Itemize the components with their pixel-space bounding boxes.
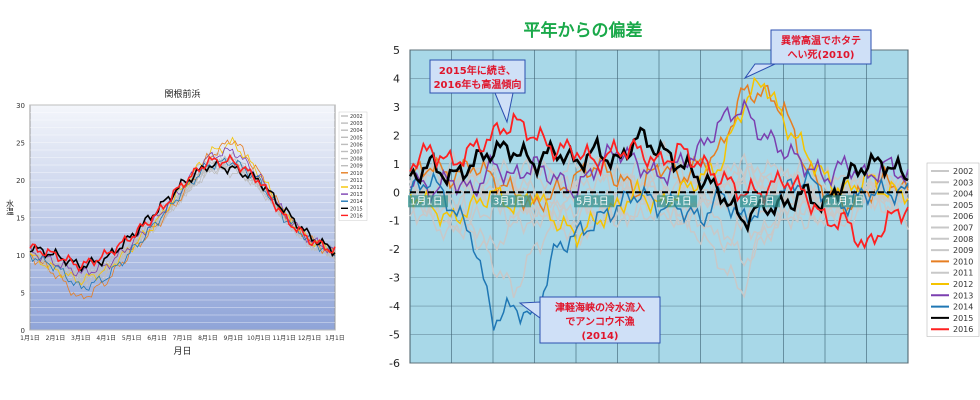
right-xtick-badge [657, 195, 697, 208]
annotation-2016-trend-line: 2015年に続き、 [439, 64, 516, 77]
right-xtick-label: 1月1日 [410, 195, 443, 207]
right-legend-label-2016: 2016 [953, 325, 973, 334]
annotation-hotate-2010-tail [743, 63, 776, 80]
left-chart: 0 5 10 15 20 25 30 1月1日 2月1日 3月1日 4月1日 5月1日 6月1日 7月1日… [6, 88, 368, 357]
annotation-hotate-2010-line: へい死(2010) [788, 49, 855, 61]
left-legend-label-2009: 2009 [350, 164, 363, 170]
right-ytick-label: 1 [393, 158, 400, 171]
right-xtick-label: 3月1日 [493, 195, 526, 207]
right-chart-title: 平年からの偏差 [524, 20, 643, 41]
right-legend-label-2015: 2015 [953, 314, 973, 323]
annotation-hotate-2010-box [770, 29, 872, 65]
left-xtick-label: 6月1日 [147, 335, 167, 342]
left-xtick-label: 2月1日 [46, 335, 66, 342]
annotation-ankou-2014-box [539, 296, 661, 344]
left-series-line-2015 [29, 158, 336, 273]
left-series-line-2016 [29, 153, 336, 273]
left-ytick-label: 10 [16, 252, 25, 260]
left-legend-label-2011: 2011 [350, 178, 363, 184]
left-xtick-label: 5月1日 [122, 335, 142, 342]
left-xtick-label: 1月1日 [20, 335, 40, 342]
right-legend-label-2006: 2006 [953, 212, 973, 221]
right-ytick-label: 0 [393, 186, 400, 199]
left-xtick-label: 9月1日 [224, 335, 244, 342]
right-xtick-label: 9月1日 [742, 195, 775, 207]
annotation-hotate-2010-line: 異常高温でホタテ [781, 34, 861, 47]
left-xtick-label: 4月1日 [96, 335, 116, 342]
right-legend-label-2007: 2007 [953, 224, 973, 233]
left-legend-label-2006: 2006 [350, 142, 363, 148]
left-ytick-label: 20 [16, 177, 25, 185]
left-xtick-label: 1月1日 [325, 335, 345, 342]
left-xtick-label: 12月1日 [298, 335, 321, 342]
right-legend-label-2003: 2003 [953, 178, 973, 187]
right-legend-label-2004: 2004 [953, 190, 973, 199]
left-xtick-label: 3月1日 [71, 335, 91, 342]
right-ytick-label: 4 [393, 72, 400, 85]
right-ytick-label: 3 [393, 101, 400, 114]
right-xtick-badge [740, 195, 780, 208]
left-legend-label-2013: 2013 [350, 192, 363, 198]
left-legend-label-2003: 2003 [350, 121, 363, 127]
annotation-2016-trend-line: 2016年も高温傾向 [434, 78, 522, 91]
left-series-line-2014 [29, 157, 336, 291]
right-legend-label-2010: 2010 [953, 257, 973, 266]
right-ytick-label: 2 [393, 129, 400, 142]
right-xtick-badge [823, 195, 863, 208]
right-legend-label-2008: 2008 [953, 235, 973, 244]
right-xtick-badge [491, 195, 531, 208]
left-legend-label-2007: 2007 [350, 150, 363, 156]
left-xtick-label: 7月1日 [173, 335, 193, 342]
right-chart: 5 4 3 2 1 0 -1 -2 -3 -4 -5 -6 1月1日 3月1日 5月1日 7月1日 9月1日 11… [389, 20, 980, 370]
right-series-line-2013 [409, 98, 909, 206]
right-xtick-label: 7月1日 [659, 195, 692, 207]
right-series-line-2016 [409, 111, 909, 250]
right-ytick-label: -6 [389, 357, 400, 370]
right-ytick-label: -2 [389, 243, 400, 256]
right-ytick-label: 5 [393, 44, 400, 57]
left-xtick-label: 11月1日 [272, 335, 295, 342]
right-ytick-label: -5 [389, 329, 400, 342]
left-ytick-label: 5 [21, 290, 25, 298]
left-legend-label-2005: 2005 [350, 135, 363, 141]
left-legend-label-2008: 2008 [350, 157, 363, 163]
right-legend-label-2005: 2005 [953, 201, 973, 210]
right-legend-label-2009: 2009 [953, 246, 973, 255]
right-ytick-label: -3 [389, 272, 400, 285]
left-legend-label-2012: 2012 [350, 185, 363, 191]
left-legend-label-2015: 2015 [350, 206, 363, 212]
right-xtick-label: 11月1日 [825, 195, 864, 207]
right-legend-label-2013: 2013 [953, 291, 973, 300]
left-xtick-label: 10月1日 [247, 335, 270, 342]
left-legend-label-2004: 2004 [350, 128, 363, 134]
annotation-ankou-2014-line: 津軽海峡の冷水流入 [555, 301, 645, 314]
left-y-axis-label: 水温 [6, 199, 15, 217]
right-xtick-label: 5月1日 [576, 195, 609, 207]
right-legend-label-2011: 2011 [953, 269, 973, 278]
left-series-line-2007 [29, 159, 336, 282]
left-ytick-label: 0 [21, 327, 25, 335]
left-ytick-label: 25 [16, 140, 25, 148]
right-xtick-badge [574, 195, 614, 208]
left-legend-label-2002: 2002 [350, 114, 363, 120]
left-ytick-label: 15 [16, 215, 25, 223]
annotation-ankou-2014-line: でアンコウ不漁 [565, 315, 634, 328]
left-legend-label-2010: 2010 [350, 171, 363, 177]
right-xtick-badge [408, 195, 448, 208]
annotation-ankou-2014-line: (2014) [582, 331, 619, 342]
left-legend-label-2014: 2014 [350, 199, 363, 205]
annotation-2016-trend-box [429, 59, 526, 94]
left-x-axis-label: 月日 [173, 346, 191, 357]
right-legend-label-2002: 2002 [953, 167, 973, 176]
left-legend-label-2016: 2016 [350, 213, 363, 219]
left-xtick-label: 8月1日 [198, 335, 218, 342]
left-chart-title: 関根前浜 [164, 88, 200, 100]
right-legend-label-2012: 2012 [953, 280, 973, 289]
right-ytick-label: -4 [389, 300, 400, 313]
left-ytick-label: 30 [16, 102, 25, 110]
right-legend-label-2014: 2014 [953, 303, 973, 312]
right-ytick-label: -1 [389, 215, 400, 228]
